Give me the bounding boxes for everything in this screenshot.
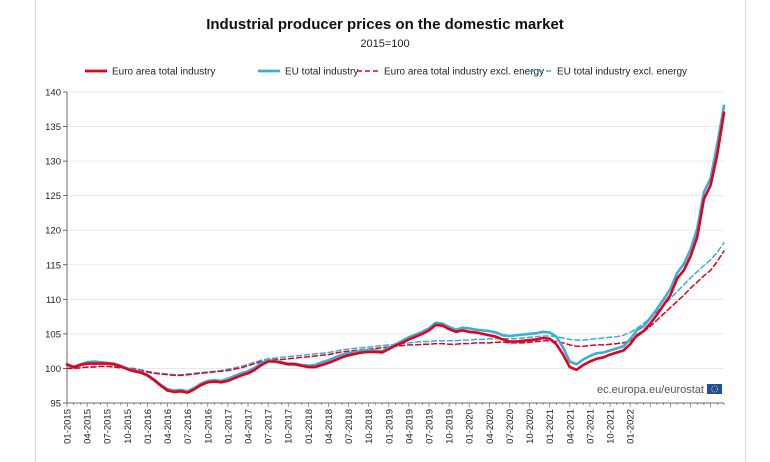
- axes: 95 100 105 110 115 120 125 130 135 140 01-2015 04-2…: [45, 88, 725, 444]
- series-line-4: [66, 241, 725, 376]
- series-line-1: [65, 111, 726, 394]
- y-tick-label-115: 115: [46, 260, 61, 271]
- y-tick-label-110: 110: [46, 295, 61, 306]
- x-tick-label: 04-2017: [244, 409, 255, 444]
- x-tick-label: 01-2015: [63, 409, 74, 444]
- x-tick-label: 04-2021: [565, 409, 576, 444]
- y-tick-label-100: 100: [45, 364, 61, 375]
- x-tick-label: 01-2018: [304, 409, 315, 444]
- x-tick-label: 04-2015: [83, 409, 94, 444]
- x-tick-label: 10-2017: [284, 409, 295, 444]
- chart-subtitle: 2015=100: [360, 38, 410, 50]
- source-text: ec.europa.eu/eurostat: [597, 384, 704, 396]
- x-tick-label: 10-2021: [606, 409, 617, 444]
- y-tick-label-140: 140: [45, 88, 61, 99]
- x-tick-label: 07-2021: [585, 409, 596, 444]
- x-tick-label: 01-2019: [384, 409, 395, 444]
- frame-right-rule: [745, 0, 746, 462]
- x-tick-label: 04-2018: [324, 409, 335, 444]
- source-credit: ec.europa.eu/eurostat: [597, 384, 722, 396]
- legend-label-1: Euro area total industry: [112, 67, 215, 78]
- y-tick-label-105: 105: [45, 329, 61, 340]
- x-tick-label: 07-2020: [505, 409, 516, 444]
- x-tick-label: 07-2016: [183, 409, 194, 444]
- x-tick-label: 01-2022: [626, 409, 637, 444]
- y-tick-label-120: 120: [45, 226, 61, 237]
- x-tick-label: 07-2017: [264, 409, 275, 444]
- legend: Euro area total industry EU total industr…: [85, 67, 687, 78]
- y-tick-label-135: 135: [45, 122, 61, 133]
- y-tick-label-125: 125: [45, 191, 61, 202]
- x-tick-label: 01-2017: [223, 409, 234, 444]
- x-tick-label: 10-2016: [203, 409, 214, 444]
- x-tick-label: 10-2015: [123, 409, 134, 444]
- legend-label-3: Euro area total industry excl. energy: [384, 67, 544, 78]
- x-tick-label: 07-2019: [425, 409, 436, 444]
- eu-flag-icon: [707, 384, 722, 394]
- x-tick-label: 01-2020: [465, 409, 476, 444]
- x-tick-label: 04-2019: [404, 409, 415, 444]
- series-line-3: [66, 250, 725, 377]
- legend-label-4: EU total industry excl. energy: [557, 67, 687, 78]
- frame-left-rule: [35, 0, 36, 462]
- y-tick-label-130: 130: [45, 157, 61, 168]
- x-tick-label: 07-2015: [103, 409, 114, 444]
- x-tick-label: 04-2020: [485, 409, 496, 444]
- x-tick-label: 10-2018: [364, 409, 375, 444]
- x-tick-label: 07-2018: [344, 409, 355, 444]
- x-tick-label: 10-2019: [445, 409, 456, 444]
- grid: [67, 91, 724, 404]
- x-tick-label: 04-2016: [163, 409, 174, 444]
- x-tick-label: 01-2016: [143, 409, 154, 444]
- chart-title: Industrial producer prices on the domest…: [206, 16, 564, 33]
- y-tick-label-95: 95: [50, 399, 61, 410]
- legend-label-2: EU total industry: [285, 67, 358, 78]
- series-layer: [65, 104, 726, 394]
- x-tick-label: 01-2021: [545, 409, 556, 444]
- x-tick-label: 10-2020: [525, 409, 536, 444]
